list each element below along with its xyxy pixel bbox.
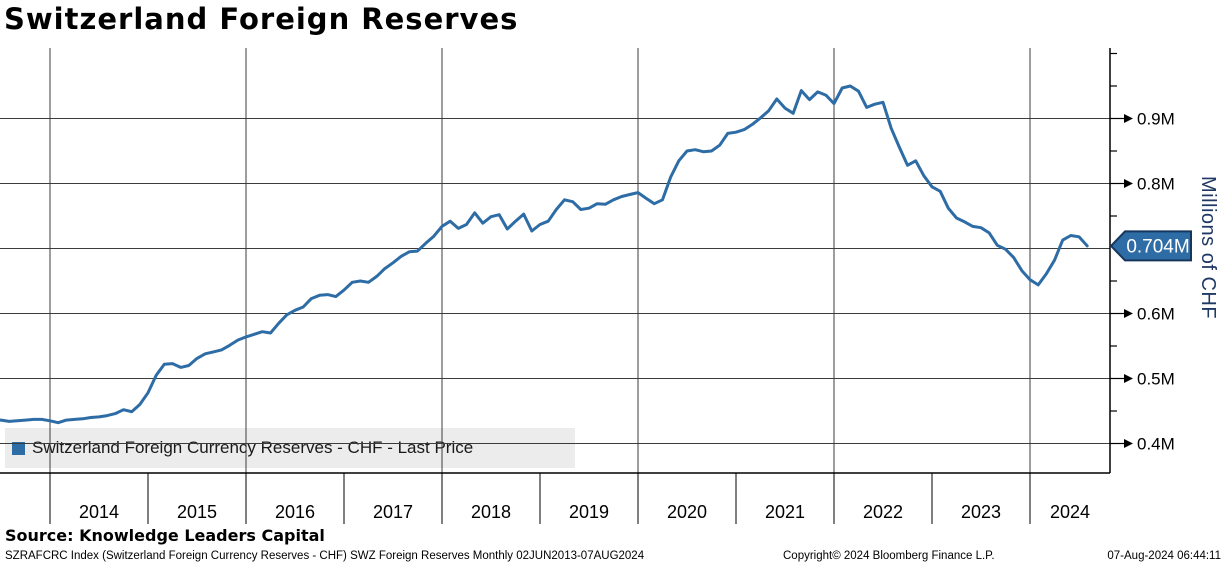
legend-swatch [12,441,25,455]
x-year-label: 2021 [765,502,805,522]
x-year-label: 2024 [1050,502,1090,522]
y-tick-arrow [1124,309,1133,318]
footer-timestamp: 07-Aug-2024 06:44:11 [1107,550,1221,562]
legend: Switzerland Foreign Currency Reserves - … [5,428,575,468]
y-tick-arrow [1124,114,1133,123]
page-title: Switzerland Foreign Reserves [4,2,519,36]
y-tick-label: 0.5M [1137,370,1175,389]
x-year-label: 2017 [373,502,413,522]
y-tick-label: 0.4M [1137,435,1175,454]
x-year-label: 2015 [177,502,217,522]
last-price-badge-label: 0.704M [1126,236,1189,257]
x-year-label: 2020 [667,502,707,522]
y-tick-label: 0.9M [1137,110,1175,129]
y-tick-arrow [1124,179,1133,188]
x-year-label: 2019 [569,502,609,522]
y-axis-title: Millions of CHF [1197,176,1219,320]
y-tick-arrow [1124,439,1133,448]
x-year-label: 2014 [79,502,119,522]
x-year-label: 2023 [961,502,1001,522]
y-tick-label: 0.8M [1137,175,1175,194]
x-year-label: 2022 [863,502,903,522]
source-attribution: Source: Knowledge Leaders Capital [5,526,325,545]
footer: SZRAFCRC Index (Switzerland Foreign Curr… [0,550,1224,564]
x-year-label: 2018 [471,502,511,522]
series-line [0,84,1089,425]
y-tick-arrow [1124,374,1133,383]
last-price-badge [1109,230,1192,262]
y-tick-label: 0.6M [1137,305,1175,324]
x-year-label: 2016 [275,502,315,522]
legend-label: Switzerland Foreign Currency Reserves - … [32,438,474,457]
footer-copyright: Copyright© 2024 Bloomberg Finance L.P. [783,550,995,562]
footer-ticker-info: SZRAFCRC Index (Switzerland Foreign Curr… [5,550,645,562]
